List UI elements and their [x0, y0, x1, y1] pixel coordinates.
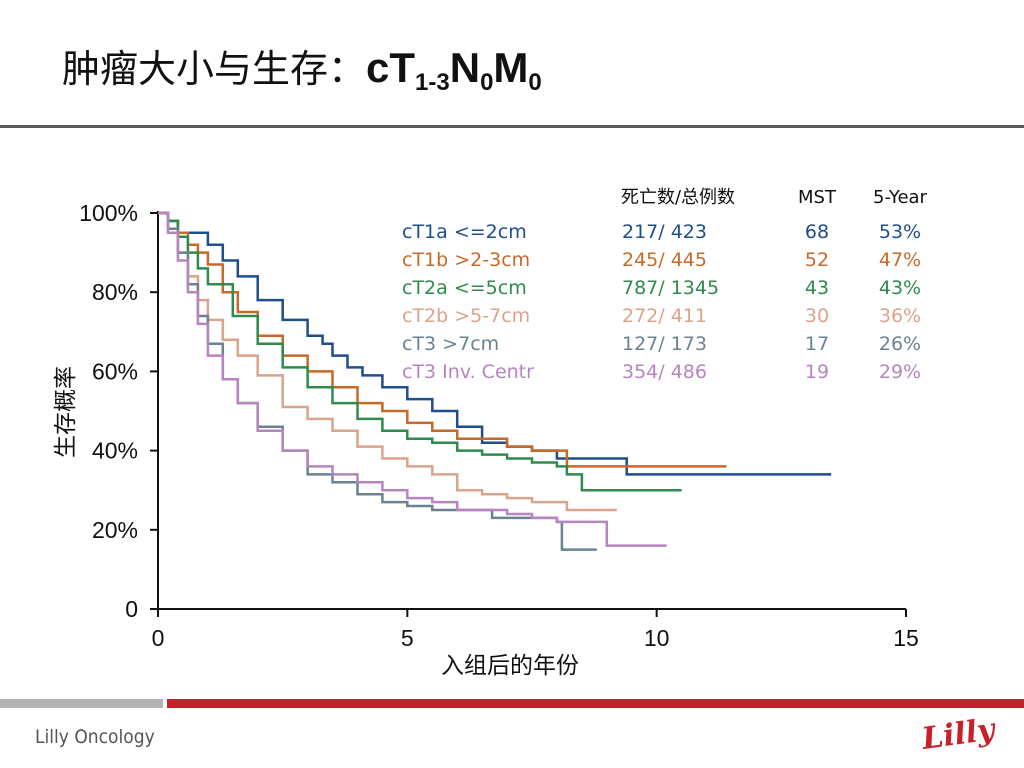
legend-deaths-value: 272/ 411	[622, 305, 707, 327]
legend-5year-value: 29%	[879, 361, 921, 383]
legend-deaths-value: 787/ 1345	[622, 277, 719, 299]
legend-series-name: cT1a <=2cm	[402, 221, 527, 243]
title-m: M	[493, 44, 529, 91]
x-tick-label: 0	[152, 625, 165, 651]
legend-deaths-value: 354/ 486	[622, 361, 707, 383]
footer-bar-red	[167, 699, 1024, 708]
chart-axes: 0 20% 40% 60% 80% 100% 0 5 10 15 入组后的年份 生存概率	[53, 200, 919, 679]
footer-bar-gray	[0, 699, 163, 708]
y-tick-label: 60%	[92, 358, 138, 384]
title-n-subscript: 0	[480, 69, 494, 96]
title-t-subscript: 1-3	[415, 69, 450, 96]
legend-series-name: cT3 Inv. Centr	[402, 361, 534, 383]
legend-header-mst: MST	[798, 187, 837, 208]
legend-mst-value: 17	[805, 333, 829, 355]
survival-chart: 0 20% 40% 60% 80% 100% 0 5 10 15 入组后的年份 生存概率 死亡数/总例…	[53, 187, 928, 679]
legend-deaths-value: 245/ 445	[622, 249, 707, 271]
legend-mst-value: 68	[805, 221, 829, 243]
legend-mst-value: 52	[805, 249, 829, 271]
legend-series-name: cT2b >5-7cm	[402, 305, 530, 327]
survival-curve-6	[158, 211, 667, 547]
legend-mst-value: 30	[805, 305, 829, 327]
x-tick-label: 5	[401, 625, 414, 651]
legend-series-name: cT2a <=5cm	[402, 277, 527, 299]
title-divider	[0, 125, 1024, 128]
x-axis-title: 入组后的年份	[441, 653, 579, 679]
legend-deaths-value: 217/ 423	[622, 221, 707, 243]
x-tick-label: 10	[644, 625, 670, 651]
x-tick-label: 15	[893, 625, 919, 651]
survival-curve-3	[158, 211, 682, 492]
legend-5year-value: 36%	[879, 305, 921, 327]
y-axis-title: 生存概率	[53, 366, 79, 458]
legend-series-name: cT1b >2-3cm	[402, 249, 530, 271]
legend-5year-value: 26%	[879, 333, 921, 355]
legend-mst-value: 19	[805, 361, 829, 383]
legend-series-name: cT3 >7cm	[402, 333, 499, 355]
legend-table: 死亡数/总例数 MST 5-Year cT1a <=2cm 217/ 423 68 53% c…	[402, 187, 928, 383]
title-ct: cT	[366, 44, 416, 91]
footer-brand-text: Lilly Oncology	[35, 726, 155, 748]
survival-curve-4	[158, 211, 617, 512]
legend-deaths-value: 127/ 173	[622, 333, 707, 355]
legend-header-5year: 5-Year	[873, 187, 928, 208]
title-n: N	[449, 44, 481, 91]
y-tick-label: 0	[125, 596, 138, 622]
title-m-subscript: 0	[528, 69, 542, 96]
legend-5year-value: 53%	[879, 221, 921, 243]
legend-5year-value: 47%	[879, 249, 921, 271]
legend-5year-value: 43%	[879, 277, 921, 299]
slide-title: 肿瘤大小与生存：cT1-3N0M0	[62, 38, 542, 97]
legend-header-deaths: 死亡数/总例数	[621, 187, 735, 208]
y-tick-label: 20%	[92, 517, 138, 543]
y-tick-label: 40%	[92, 438, 138, 464]
legend-mst-value: 43	[805, 277, 829, 299]
y-tick-label: 100%	[79, 200, 138, 226]
y-tick-label: 80%	[92, 279, 138, 305]
survival-curves	[158, 211, 832, 551]
lilly-logo: Lilly	[919, 712, 997, 757]
title-chinese: 肿瘤大小与生存：	[62, 47, 367, 91]
